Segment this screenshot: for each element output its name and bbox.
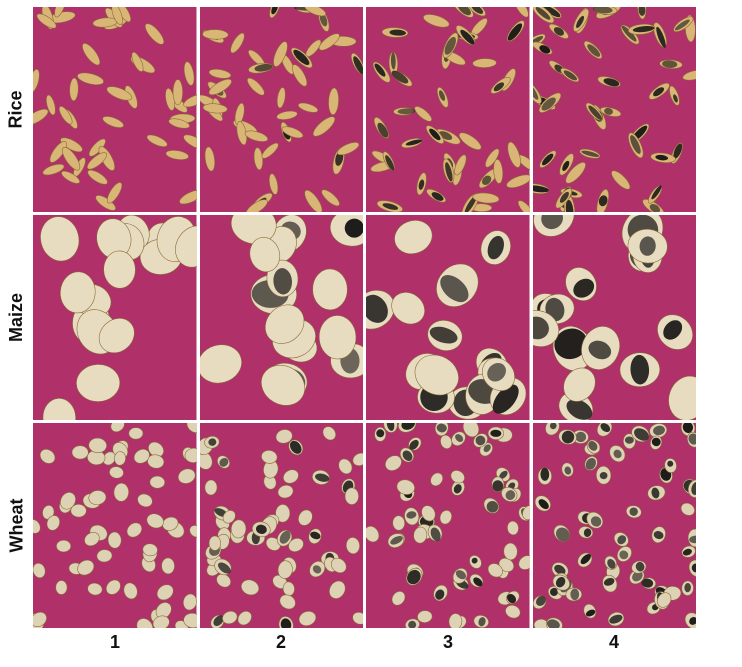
photo-grid xyxy=(33,7,696,628)
photo-rice-2 xyxy=(199,7,363,212)
photo-maize-4 xyxy=(532,215,696,420)
photo-maize-3 xyxy=(366,215,530,420)
photo-wheat-2 xyxy=(199,423,363,628)
column-label-3: 3 xyxy=(442,632,453,652)
row-label-rice-text: Rice xyxy=(6,90,26,129)
row-label-rice: Rice xyxy=(0,7,33,212)
photo-wheat-3 xyxy=(366,423,530,628)
photo-wheat-4 xyxy=(532,423,696,628)
row-label-wheat-text: Wheat xyxy=(6,498,26,553)
column-label-4: 4 xyxy=(608,632,619,652)
photo-maize-2 xyxy=(199,215,363,420)
photo-maize-1 xyxy=(33,215,197,420)
row-label-maize-text: Maize xyxy=(6,292,26,343)
photo-rice-3 xyxy=(366,7,530,212)
photo-wheat-1 xyxy=(33,423,197,628)
column-label-1: 1 xyxy=(109,632,120,652)
row-label-wheat: Wheat xyxy=(0,423,33,628)
column-label-2: 2 xyxy=(275,632,286,652)
photo-rice-4 xyxy=(532,7,696,212)
photo-rice-1 xyxy=(33,7,197,212)
row-label-maize: Maize xyxy=(0,215,33,420)
